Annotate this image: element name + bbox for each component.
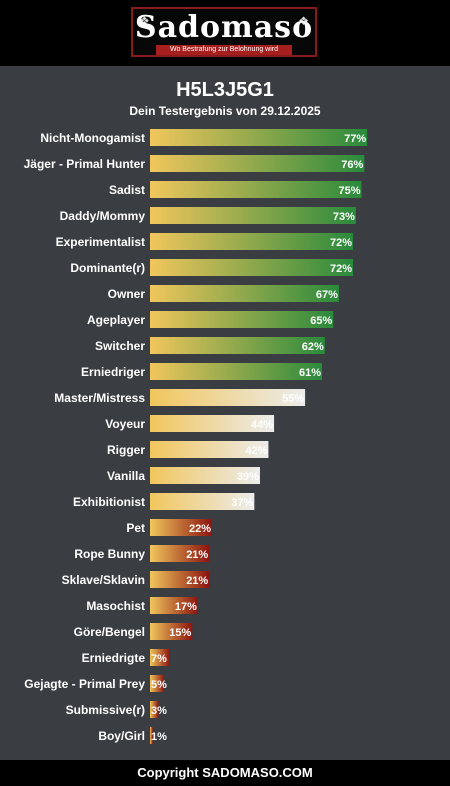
value-label: 62% xyxy=(302,341,324,353)
category-label: Master/Mistress xyxy=(54,391,145,405)
bar xyxy=(150,649,170,666)
result-bar-chart: Nicht-Monogamist 77% Jäger - Primal Hunter… xyxy=(24,129,368,744)
value-label: 1% xyxy=(151,731,167,743)
site-logo[interactable]: ❖ ❖ Sadomaso Wo Bestrafung zur Belohnung… xyxy=(131,7,317,57)
bar xyxy=(150,207,356,224)
value-label: 61% xyxy=(299,367,321,379)
bar xyxy=(150,675,165,692)
category-label: Submissive(r) xyxy=(66,703,145,717)
value-label: 75% xyxy=(338,185,360,197)
value-label: 17% xyxy=(175,601,197,613)
bar xyxy=(150,155,365,172)
value-label: 72% xyxy=(330,263,352,275)
category-label: Rigger xyxy=(107,443,145,457)
value-label: 22% xyxy=(189,523,211,535)
category-label: Ageplayer xyxy=(87,313,145,327)
bar xyxy=(150,623,193,640)
category-label: Voyeur xyxy=(105,417,145,431)
value-label: 15% xyxy=(169,627,191,639)
category-label: Jäger - Primal Hunter xyxy=(24,157,146,171)
category-label: Dominante(r) xyxy=(70,261,145,275)
bar xyxy=(150,285,339,302)
value-label: 65% xyxy=(310,315,332,327)
result-title: H5L3J5G1 xyxy=(176,79,274,101)
bar xyxy=(150,311,334,328)
value-label: 21% xyxy=(186,549,208,561)
bar xyxy=(150,337,325,354)
bar xyxy=(150,467,260,484)
value-label: 5% xyxy=(151,679,167,691)
footer: Copyright SADOMASO.COM xyxy=(0,760,450,786)
value-label: 72% xyxy=(330,237,352,249)
category-label: Pet xyxy=(126,521,145,535)
bar xyxy=(150,519,213,536)
value-label: 76% xyxy=(341,159,363,171)
bar xyxy=(150,597,198,614)
bar xyxy=(150,233,354,250)
category-label: Erniedrigte xyxy=(82,651,146,665)
category-label: Owner xyxy=(108,287,146,301)
value-label: 77% xyxy=(344,133,366,145)
bar xyxy=(150,701,159,718)
bar xyxy=(150,363,323,380)
bar xyxy=(150,493,255,510)
category-label: Boy/Girl xyxy=(98,729,145,743)
category-label: Vanilla xyxy=(107,469,145,483)
logo-tagline: Wo Bestrafung zur Belohnung wird xyxy=(156,45,292,55)
ornament-right-icon: ❖ xyxy=(298,14,309,28)
value-label: 67% xyxy=(316,289,338,301)
category-label: Sadist xyxy=(109,183,145,197)
logo-text: Sadomaso xyxy=(134,10,314,45)
bar xyxy=(150,259,354,276)
value-label: 3% xyxy=(151,705,167,717)
bar xyxy=(150,571,210,588)
category-label: Exhibitionist xyxy=(73,495,145,509)
bar xyxy=(150,181,362,198)
category-label: Rope Bunny xyxy=(74,547,145,561)
result-subtitle: Dein Testergebnis von 29.12.2025 xyxy=(129,104,321,118)
category-label: Experimentalist xyxy=(56,235,145,249)
category-label: Erniedriger xyxy=(81,365,145,379)
value-label: 42% xyxy=(245,445,267,457)
bar xyxy=(150,441,269,458)
value-label: 44% xyxy=(251,419,273,431)
header: ❖ ❖ Sadomaso Wo Bestrafung zur Belohnung… xyxy=(0,0,450,66)
bar xyxy=(150,389,306,406)
category-label: Switcher xyxy=(95,339,145,353)
copyright-text: Copyright SADOMASO.COM xyxy=(137,765,313,780)
bar xyxy=(150,727,153,744)
category-label: Göre/Bengel xyxy=(74,625,145,639)
bar xyxy=(150,129,368,146)
value-label: 7% xyxy=(151,653,167,665)
value-label: 73% xyxy=(333,211,355,223)
category-label: Nicht-Monogamist xyxy=(40,131,145,145)
value-label: 37% xyxy=(231,497,253,509)
value-label: 55% xyxy=(282,393,304,405)
bar xyxy=(150,415,275,432)
category-label: Sklave/Sklavin xyxy=(62,573,145,587)
bar xyxy=(150,545,210,562)
category-label: Daddy/Mommy xyxy=(60,209,146,223)
value-label: 21% xyxy=(186,575,208,587)
category-label: Gejagte - Primal Prey xyxy=(24,677,145,691)
ornament-left-icon: ❖ xyxy=(139,14,150,28)
category-label: Masochist xyxy=(86,599,145,613)
value-label: 39% xyxy=(237,471,259,483)
